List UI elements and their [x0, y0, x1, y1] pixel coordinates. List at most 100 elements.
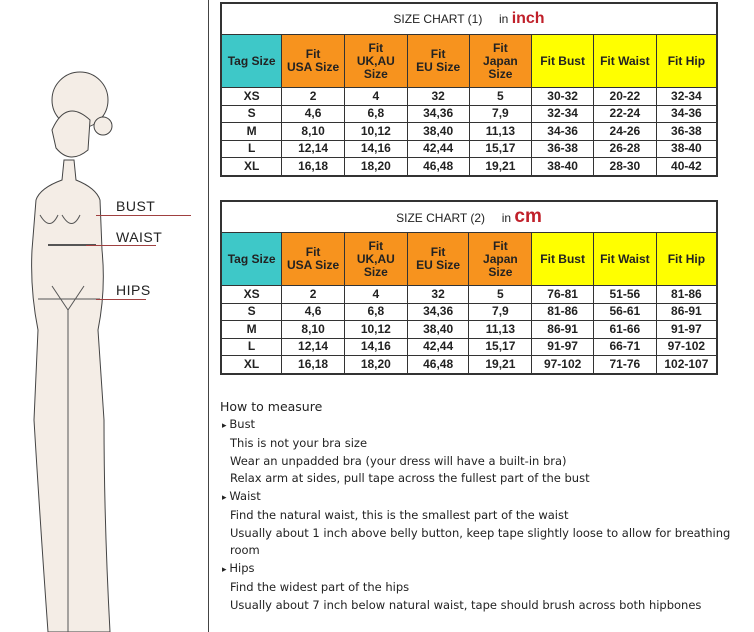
table-cell: 18,20 [343, 355, 408, 374]
table-row: XS 2 4 32 5 76-81 51-56 81-86 [220, 285, 718, 304]
size-chart-cm: SIZE CHART (2) in cm Tag Size Fit USA Siz… [220, 200, 718, 375]
table-cell: 81-86 [531, 302, 594, 321]
table-cell: 11,13 [468, 122, 533, 141]
table-cell: S [220, 302, 283, 321]
table-cell: 97-102 [655, 337, 718, 356]
table-cell: 86-91 [531, 320, 594, 339]
table-cell: 102-107 [655, 355, 718, 374]
table-cell: 38,40 [406, 122, 470, 141]
table-cell: 71-76 [592, 355, 657, 374]
table-cell: 46,48 [406, 355, 470, 374]
column-header: Tag Size [220, 34, 283, 88]
table-cell: 22-24 [593, 104, 657, 123]
header-row: Tag Size Fit USA Size Fit UK,AU Size Fit EU… [220, 34, 718, 88]
table-cell: 5 [468, 87, 533, 106]
table-cell: 46,48 [406, 157, 470, 176]
table-row: L 12,14 14,16 42,44 15,17 91-97 66-71 97-102 [220, 337, 718, 356]
table-cell: 16,18 [281, 355, 345, 374]
column-header: Fit USA Size [281, 232, 345, 286]
table-cell: 24-26 [593, 122, 657, 141]
table-cell: 51-56 [592, 285, 657, 304]
table-cell: L [220, 337, 283, 356]
column-header: Fit Bust [531, 232, 594, 286]
table-cell: 15,17 [468, 337, 533, 356]
table-cell: 34,36 [406, 302, 470, 321]
table-cell: 36-38 [655, 122, 718, 141]
table-cell: 6,8 [343, 104, 408, 123]
table-cell: 5 [468, 285, 533, 304]
table-cell: 32 [406, 87, 470, 106]
table-cell: 76-81 [531, 285, 594, 304]
table-cell: 2 [281, 285, 345, 304]
body-figure-illustration [31, 71, 113, 632]
table-cell: 14,16 [343, 337, 408, 356]
table-cell: 11,13 [468, 320, 533, 339]
bust-line [96, 215, 191, 216]
table-row: S 4,6 6,8 34,36 7,9 81-86 56-61 86-91 [220, 302, 718, 321]
instruction-line: Find the widest part of the hips [230, 580, 410, 594]
table-row: XS 2 4 32 5 30-32 20-22 32-34 [220, 87, 718, 106]
column-header: Fit UK,AU Size [343, 232, 408, 286]
table-cell: 97-102 [531, 355, 594, 374]
section-heading: Waist [229, 488, 261, 503]
table-row: M 8,10 10,12 38,40 11,13 34-36 24-26 36-38 [220, 122, 718, 141]
table-cell: 14,16 [343, 139, 408, 158]
table-cell: 42,44 [406, 139, 470, 158]
table-cell: 32-34 [655, 87, 718, 106]
table-cell: 38-40 [655, 139, 718, 158]
table-cell: 4 [343, 87, 408, 106]
table-cell: 40-42 [655, 157, 718, 176]
section-hips: ▸ Hips [220, 560, 754, 580]
table-cell: 8,10 [281, 122, 345, 141]
table-cell: 7,9 [468, 302, 533, 321]
column-header: Fit EU Size [406, 232, 470, 286]
table-cell: 4,6 [281, 104, 345, 123]
column-header: Fit USA Size [281, 34, 345, 88]
table-cell: 91-97 [531, 337, 594, 356]
column-header: Fit Hip [655, 34, 718, 88]
bullet-arrow-icon: ▸ [222, 420, 230, 431]
table-cell: 38-40 [531, 157, 594, 176]
table-cell: 18,20 [343, 157, 408, 176]
table-cell: 81-86 [655, 285, 718, 304]
table-row: S 4,6 6,8 34,36 7,9 32-34 22-24 34-36 [220, 104, 718, 123]
instruction-line: This is not your bra size [230, 436, 368, 450]
table-cell: 10,12 [343, 320, 408, 339]
table-cell: 91-97 [655, 320, 718, 339]
size-chart-inch: SIZE CHART (1) in inch Tag Size Fit USA S… [220, 2, 718, 177]
column-header: Fit Japan Size [468, 232, 533, 286]
section-bust: ▸ Bust [220, 416, 754, 436]
table-cell: 8,10 [281, 320, 345, 339]
column-header: Tag Size [220, 232, 283, 286]
instruction-line: Find the natural waist, this is the smal… [230, 508, 569, 522]
table-cell: 26-28 [593, 139, 657, 158]
table-cell: 34-36 [655, 104, 718, 123]
how-to-measure: How to measure ▸ Bust This is not your br… [220, 398, 754, 614]
table-cell: 56-61 [592, 302, 657, 321]
table-cell: S [220, 104, 283, 123]
section-waist: ▸ Waist [220, 488, 754, 508]
table-cell: 30-32 [531, 87, 594, 106]
table-cell: 19,21 [468, 157, 533, 176]
table-cell: 15,17 [468, 139, 533, 158]
table-cell: 10,12 [343, 122, 408, 141]
table-cell: 86-91 [655, 302, 718, 321]
table-cell: 6,8 [343, 302, 408, 321]
column-header: Fit Hip [655, 232, 718, 286]
unit-label: inch [511, 10, 545, 27]
table-cell: 16,18 [281, 157, 345, 176]
column-header: Fit Bust [531, 34, 594, 88]
instruction-line: Usually about 1 inch above belly button,… [230, 525, 731, 558]
column-header: Fit EU Size [406, 34, 470, 88]
table-cell: 32 [406, 285, 470, 304]
table-cell: 4,6 [281, 302, 345, 321]
table-row: XL 16,18 18,20 46,48 19,21 97-102 71-76 102-107 [220, 355, 718, 374]
table-cell: 61-66 [592, 320, 657, 339]
instruction-line: Usually about 7 inch below natural waist… [230, 597, 702, 612]
divider [208, 0, 209, 632]
bust-label: BUST [116, 198, 156, 214]
chart-title: SIZE CHART (2) in cm [220, 200, 718, 233]
table-cell: 38,40 [406, 320, 470, 339]
table-cell: 4 [343, 285, 408, 304]
table-cell: M [220, 320, 283, 339]
